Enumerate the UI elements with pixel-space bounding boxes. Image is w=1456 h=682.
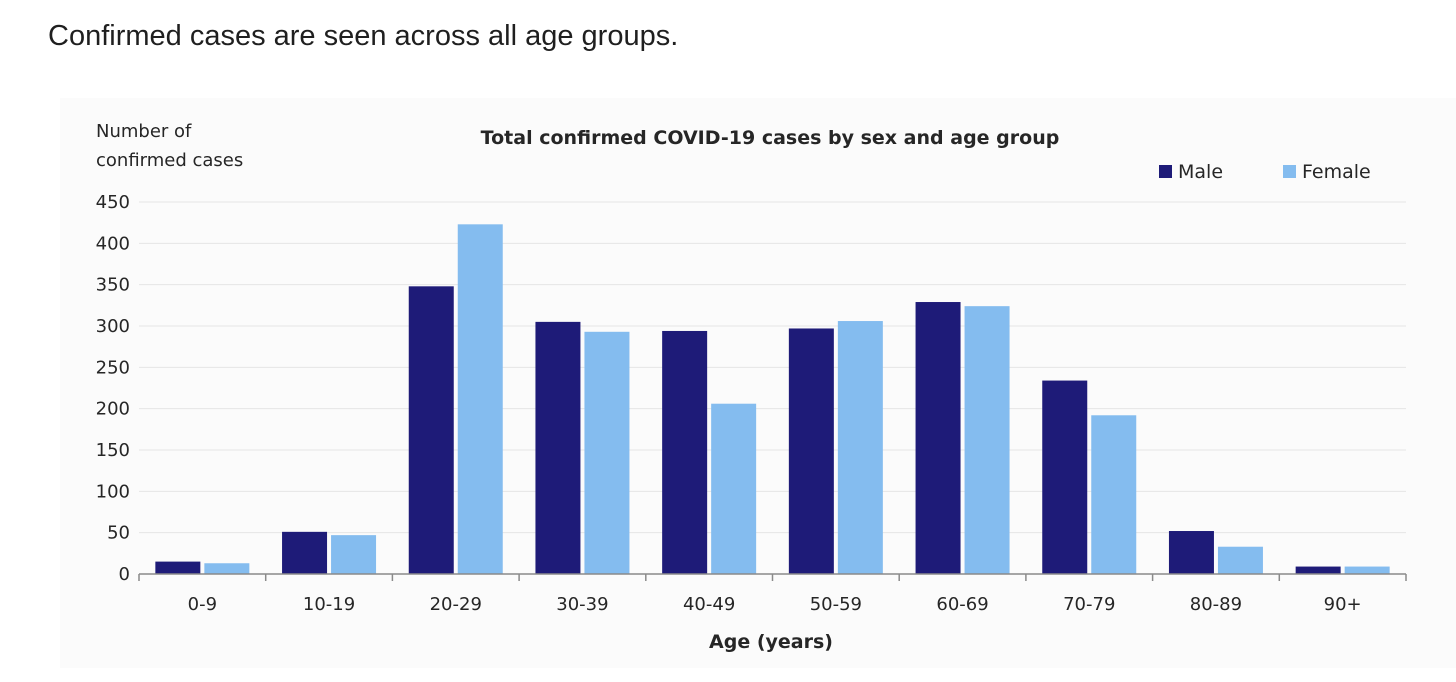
bar-female bbox=[1344, 566, 1390, 574]
y-tick-label: 250 bbox=[96, 357, 130, 378]
bar-female bbox=[711, 403, 757, 574]
x-tick-label: 0-9 bbox=[188, 594, 217, 615]
bars bbox=[155, 224, 1390, 574]
x-tick-label: 10-19 bbox=[303, 594, 355, 615]
y-tick-label: 50 bbox=[107, 523, 130, 544]
x-tick-label: 30-39 bbox=[556, 594, 608, 615]
y-tick-label: 300 bbox=[96, 316, 130, 337]
bar-male bbox=[408, 286, 454, 574]
x-tick-label: 40-49 bbox=[683, 594, 735, 615]
y-axis-label-line-2: confirmed cases bbox=[96, 150, 243, 171]
y-tick-label: 400 bbox=[96, 233, 130, 254]
legend-swatch-male bbox=[1159, 165, 1172, 178]
y-tick-label: 150 bbox=[96, 440, 130, 461]
bar-male bbox=[788, 328, 834, 574]
y-axis-label-line-1: Number of bbox=[96, 121, 192, 142]
legend-label-male: Male bbox=[1178, 161, 1223, 183]
axes: 0 50 100 150 200 250 300 350 400 450 0-9 10-19 20-29… bbox=[96, 192, 1407, 615]
legend-label-female: Female bbox=[1302, 161, 1371, 183]
intro-text: Confirmed cases are seen across all age … bbox=[48, 20, 679, 52]
bar-chart: 0 50 100 150 200 250 300 350 400 450 0-9 10-19 20-29… bbox=[96, 121, 1407, 653]
y-tick-label: 200 bbox=[96, 399, 130, 420]
bar-female bbox=[1217, 546, 1263, 574]
bar-male bbox=[1168, 531, 1214, 574]
y-tick-label: 100 bbox=[96, 481, 130, 502]
grid-lines bbox=[139, 201, 1406, 534]
bar-male bbox=[1295, 566, 1341, 574]
x-tick-label: 70-79 bbox=[1063, 594, 1115, 615]
x-axis-title: Age (years) bbox=[709, 631, 833, 653]
bar-female bbox=[204, 563, 250, 574]
x-tick-label: 80-89 bbox=[1190, 594, 1242, 615]
bar-female bbox=[584, 331, 630, 574]
x-tick-label: 50-59 bbox=[810, 594, 862, 615]
bar-male bbox=[535, 321, 581, 574]
bar-male bbox=[662, 330, 708, 574]
x-tick-label: 90+ bbox=[1324, 594, 1362, 615]
x-tick-label: 20-29 bbox=[430, 594, 482, 615]
bar-female bbox=[1091, 415, 1137, 574]
y-tick-label: 0 bbox=[119, 564, 130, 585]
bar-male bbox=[1042, 380, 1088, 574]
bar-male bbox=[155, 561, 201, 574]
y-tick-label: 450 bbox=[96, 192, 130, 213]
bar-female bbox=[964, 306, 1010, 574]
legend: Male Female bbox=[1159, 161, 1371, 183]
bar-male bbox=[282, 531, 328, 574]
chart-title: Total confirmed COVID-19 cases by sex an… bbox=[481, 127, 1060, 149]
legend-swatch-female bbox=[1283, 165, 1296, 178]
chart-panel: 0 50 100 150 200 250 300 350 400 450 0-9 10-19 20-29… bbox=[60, 98, 1456, 668]
bar-female bbox=[331, 535, 377, 574]
bar-male bbox=[915, 302, 961, 574]
x-tick-label: 60-69 bbox=[936, 594, 988, 615]
y-tick-label: 350 bbox=[96, 275, 130, 296]
bar-female bbox=[457, 224, 503, 574]
bar-female bbox=[837, 321, 883, 574]
